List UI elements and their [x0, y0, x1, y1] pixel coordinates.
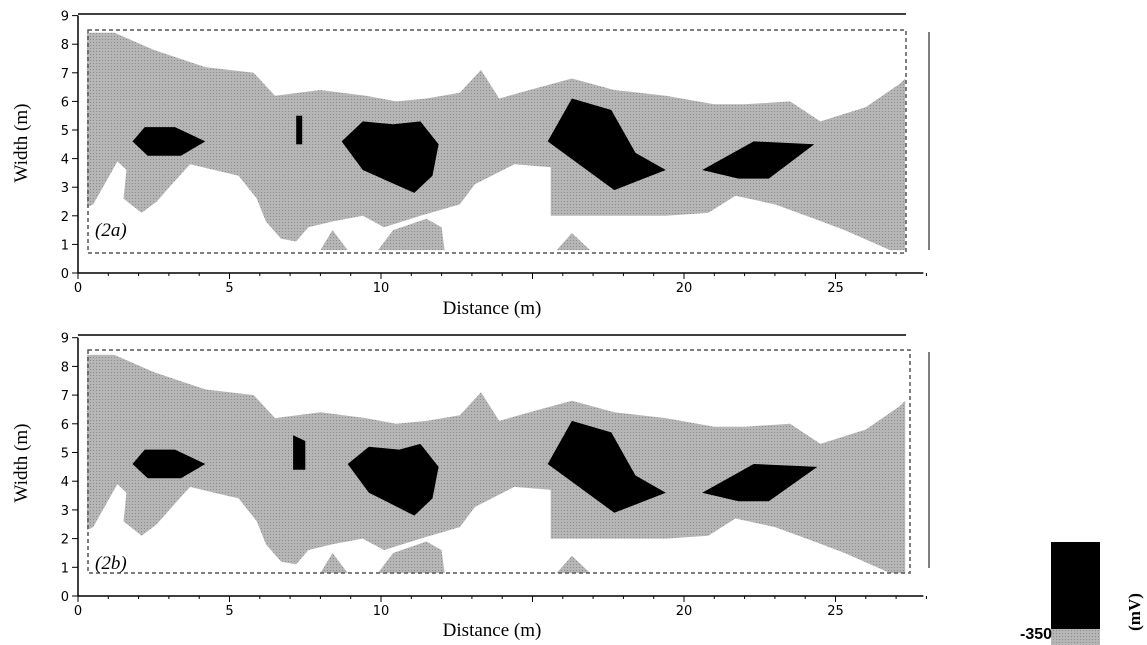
- black-zone: [341, 121, 439, 193]
- y-tick-label: 8: [61, 360, 69, 375]
- grey-patch: [320, 230, 348, 251]
- grey-patch: [556, 555, 591, 573]
- grey-patch: [378, 541, 445, 573]
- colorbar-tick-label: -350: [1020, 626, 1052, 643]
- black-zone: [132, 449, 206, 479]
- black-zone: [702, 141, 815, 179]
- x-tick-label: 0: [74, 281, 82, 296]
- y-tick-label: 1: [61, 561, 69, 576]
- grey-patch: [556, 233, 591, 251]
- y-tick-label: 8: [61, 38, 69, 53]
- contour-panel-2a: 0 5 10 20 25 0 1 2 3 4 5 6 7 8 9 Width (m) Distance (m…: [11, 10, 930, 319]
- black-zone: [296, 115, 303, 145]
- contour-panel-2b: 0 5 10 20 25 0 1 2 3 4 5 6 7 8 9 Width (m) Distance (m…: [11, 332, 930, 641]
- grey-zone: [87, 354, 906, 573]
- x-tick-label: 10: [373, 281, 390, 296]
- x-tick-label: 5: [225, 604, 233, 619]
- grey-zone: [87, 32, 906, 251]
- colorbar-black-swatch: [1051, 542, 1100, 629]
- y-tick-label: 3: [61, 181, 69, 196]
- y-tick-label: 0: [61, 267, 69, 282]
- y-tick-label: 5: [61, 447, 69, 462]
- panel-label: (2b): [95, 553, 127, 574]
- panel-label: (2a): [95, 220, 127, 241]
- colorbar-unit-label: (mV): [1125, 593, 1144, 631]
- grey-patch: [378, 218, 445, 251]
- black-zone: [547, 98, 666, 191]
- x-tick-label: 20: [676, 281, 693, 296]
- x-tick-label: 20: [676, 604, 693, 619]
- y-tick-label: 2: [61, 210, 69, 225]
- y-tick-label: 1: [61, 238, 69, 253]
- y-tick-label: 4: [61, 153, 69, 168]
- y-tick-label: 5: [61, 124, 69, 139]
- y-tick-label: 4: [61, 475, 69, 490]
- y-tick-label: 2: [61, 533, 69, 548]
- y-tick-label: 6: [61, 418, 69, 433]
- black-zone: [347, 443, 439, 516]
- black-zone: [293, 435, 306, 470]
- black-zone: [702, 464, 818, 502]
- colorbar-grey-swatch: [1051, 629, 1100, 645]
- y-axis-label: Width (m): [11, 424, 32, 503]
- x-tick-label: 25: [827, 604, 844, 619]
- survey-boundary: [87, 29, 907, 254]
- y-tick-label: 7: [61, 389, 69, 404]
- x-axis-label: Distance (m): [443, 620, 542, 641]
- x-axis-label: Distance (m): [443, 298, 542, 319]
- x-tick-label: 10: [373, 604, 390, 619]
- y-tick-label: 3: [61, 504, 69, 519]
- y-axis-label: Width (m): [11, 104, 32, 183]
- colorbar: -350 (mV): [1020, 542, 1144, 645]
- y-tick-label: 7: [61, 67, 69, 82]
- y-tick-label: 0: [61, 590, 69, 605]
- grey-patch: [320, 553, 348, 573]
- black-zone: [132, 127, 206, 156]
- x-tick-label: 25: [827, 281, 844, 296]
- y-tick-label: 9: [61, 10, 69, 25]
- survey-boundary: [87, 349, 911, 574]
- y-tick-label: 6: [61, 95, 69, 110]
- black-zone: [547, 420, 666, 513]
- x-tick-label: 5: [225, 281, 233, 296]
- x-tick-label: 0: [74, 604, 82, 619]
- y-tick-label: 9: [61, 332, 69, 347]
